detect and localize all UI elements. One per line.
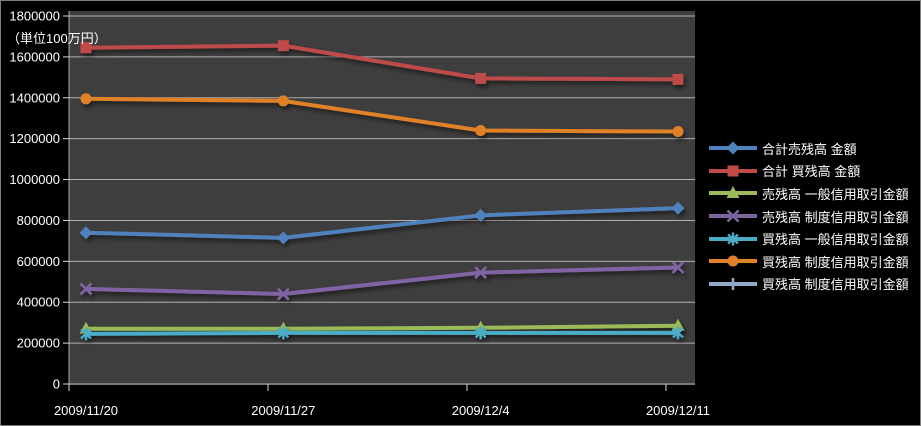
diamond-marker-icon — [474, 208, 488, 222]
legend-marker — [709, 209, 757, 223]
legend-item: 買残高 制度信用取引金額 — [707, 250, 909, 273]
series-合計売残高 金額 — [79, 201, 685, 245]
x-marker-icon — [276, 287, 290, 301]
diamond-marker-icon — [276, 231, 290, 245]
y-axis-tick-label: 1800000 — [9, 9, 60, 24]
unit-label: （単位100万円） — [7, 31, 107, 46]
legend-marker — [709, 165, 757, 177]
x-marker-icon — [726, 209, 740, 223]
asterisk-marker-icon — [80, 327, 92, 341]
circle-marker-icon — [727, 255, 739, 267]
circle-marker-icon — [277, 95, 289, 107]
legend: 合計売残高 金額 合計 買残高 金額売残高 一般信用取引金額 売残高 制度信用取引金… — [707, 137, 909, 295]
plot-background — [69, 11, 695, 385]
series-line — [85, 330, 678, 336]
circle-marker-icon — [80, 93, 92, 105]
y-axis-tick-label: 1600000 — [9, 49, 60, 64]
x-axis-tick-label: 2009/12/4 — [452, 403, 510, 418]
legend-item-label: 買残高 制度信用取引金額 — [762, 254, 909, 270]
y-axis-tick-label: 800000 — [17, 213, 60, 228]
square-marker-icon — [475, 72, 487, 84]
series-合計 買残高 金額 — [80, 40, 684, 85]
x-axis-tick-label: 2009/11/27 — [251, 403, 315, 418]
legend-item: 合計 買残高 金額 — [707, 160, 909, 183]
y-axis-tick-label: 400000 — [17, 295, 60, 310]
legend-item-label: 買残高 一般信用取引金額 — [762, 232, 909, 248]
legend-marker — [709, 277, 757, 290]
y-axis-tick-label: 0 — [53, 377, 60, 392]
legend-marker — [709, 141, 757, 155]
series-line — [85, 43, 679, 82]
triangle-marker-icon — [726, 186, 740, 199]
x-marker-icon — [474, 266, 488, 279]
x-marker-icon — [671, 261, 685, 274]
series-line — [85, 96, 679, 134]
legend-item-label: 買残高 制度信用取引金額 — [762, 277, 909, 293]
legend-marker — [709, 255, 757, 267]
y-axis-tick-label: 1400000 — [9, 90, 60, 105]
diamond-marker-icon — [79, 226, 93, 240]
series-買残高 一般信用取引金額 — [80, 326, 684, 341]
diamond-marker-icon — [726, 141, 740, 155]
y-axis-tick-label: 200000 — [17, 336, 60, 351]
legend-item: 売残高 一般信用取引金額 — [707, 182, 909, 205]
legend-item: 買残高 制度信用取引金額 — [707, 273, 909, 296]
asterisk-marker-icon — [474, 326, 487, 340]
legend-item: 買残高 一般信用取引金額 — [707, 227, 909, 250]
legend-item-label: 合計売残高 金額 — [762, 141, 857, 157]
y-axis-tick-label: 1200000 — [9, 131, 60, 146]
y-axis-tick-label: 600000 — [17, 254, 60, 269]
series-売残高 制度信用取引金額 — [79, 261, 685, 301]
legend-item-label: 売残高 一般信用取引金額 — [762, 186, 909, 202]
legend-marker — [709, 186, 757, 199]
x-marker-icon — [79, 282, 93, 296]
square-marker-icon — [277, 40, 289, 52]
asterisk-marker-icon — [277, 326, 290, 340]
square-marker-icon — [672, 73, 684, 85]
series-買残高 制度信用取引金額 — [80, 93, 684, 138]
y-axis-tick-label: 1000000 — [9, 172, 60, 187]
x-axis-tick-label: 2009/12/11 — [646, 403, 710, 418]
series-line — [85, 206, 679, 240]
series-line — [85, 265, 679, 297]
diamond-marker-icon — [671, 201, 685, 215]
legend-item-label: 合計 買残高 金額 — [762, 164, 861, 180]
square-marker-icon — [80, 42, 92, 54]
asterisk-marker-icon — [672, 326, 684, 340]
square-marker-icon — [727, 165, 739, 177]
triangle-marker-icon — [671, 318, 685, 331]
legend-item: 売残高 制度信用取引金額 — [707, 205, 909, 228]
asterisk-marker-icon — [727, 232, 739, 246]
circle-marker-icon — [475, 124, 487, 136]
legend-marker — [709, 232, 757, 246]
legend-item-label: 売残高 制度信用取引金額 — [762, 209, 909, 225]
plus-marker-icon — [727, 277, 739, 290]
series-line — [86, 323, 679, 331]
legend-item: 合計売残高 金額 — [707, 137, 909, 160]
x-axis-tick-label: 2009/11/20 — [54, 403, 118, 418]
circle-marker-icon — [672, 126, 684, 138]
